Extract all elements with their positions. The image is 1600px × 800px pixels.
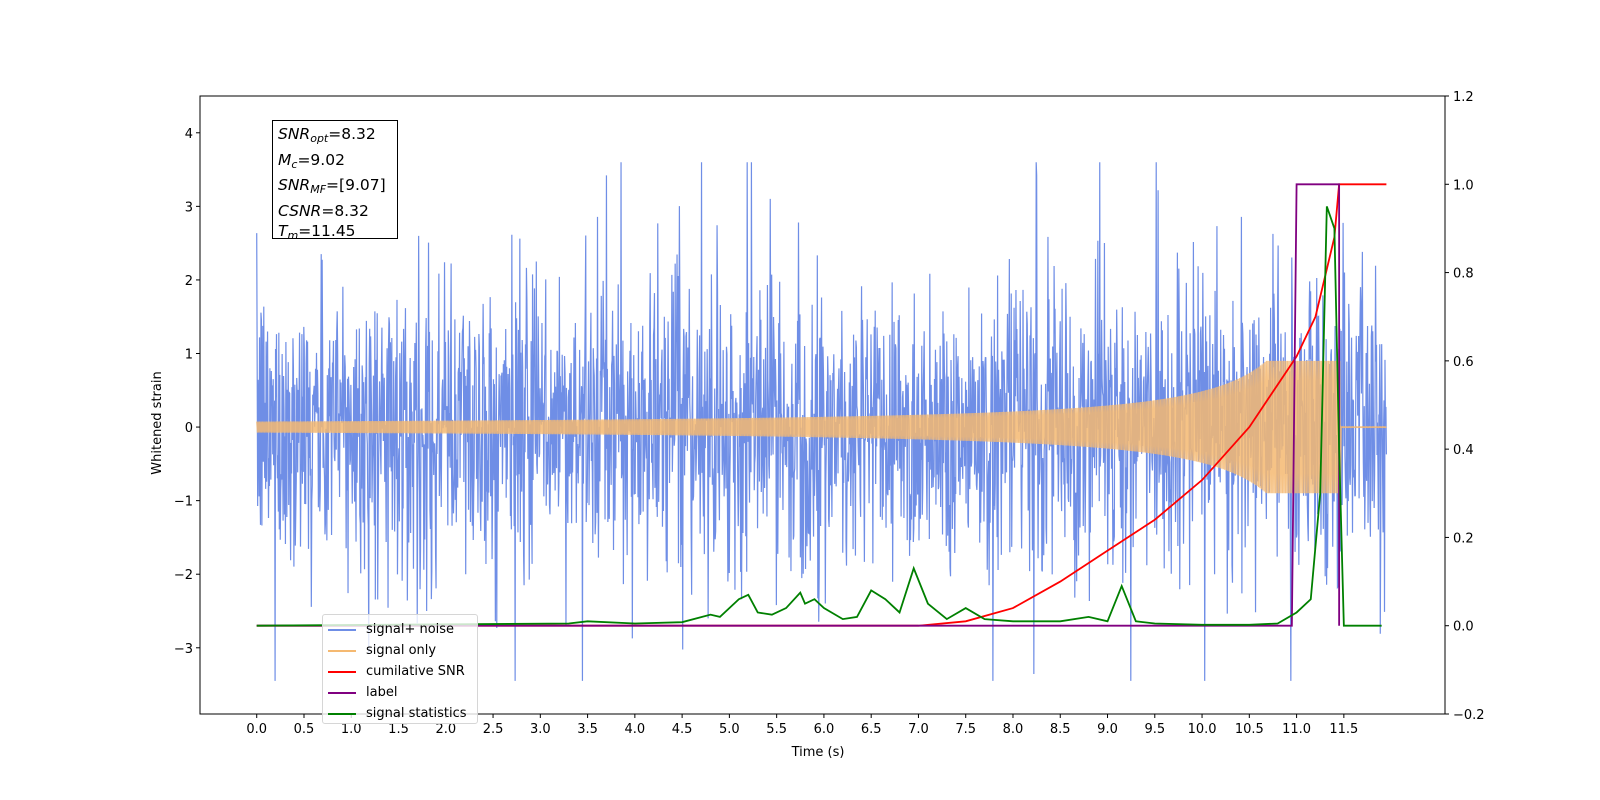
legend: signal+ noise signal only cumilative SNR… — [322, 614, 478, 724]
y-axis-right: −0.2 0.0 0.2 0.4 0.6 0.8 1.0 1.2 — [1445, 90, 1485, 723]
x-tick-label: 0.5 — [294, 722, 315, 737]
x-tick-label: 0.0 — [246, 722, 267, 737]
x-tick-label: 3.5 — [577, 722, 598, 737]
y-right-tick-label: −0.2 — [1453, 708, 1485, 723]
mc-line: Mc=9.02 — [278, 150, 345, 171]
y-left-tick-label: 4 — [185, 127, 193, 142]
legend-swatch — [328, 712, 356, 715]
x-tick-label: 9.0 — [1097, 722, 1118, 737]
x-tick-label: 10.0 — [1188, 722, 1217, 737]
x-tick-label: 5.0 — [719, 722, 740, 737]
snr-mf-line: SNRMF=[9.07] — [278, 176, 386, 196]
x-tick-label: 2.0 — [435, 722, 456, 737]
y-left-tick-label: −3 — [174, 642, 193, 657]
legend-swatch — [328, 691, 356, 694]
csnr-line: CSNR=8.32 — [278, 201, 369, 220]
cumulative-snr-line — [256, 183, 1387, 627]
x-tick-label: 2.5 — [483, 722, 504, 737]
legend-item-cumulative-snr: cumilative SNR — [328, 661, 477, 682]
y-right-tick-label: 0.4 — [1453, 443, 1474, 458]
y-left-tick-label: 1 — [185, 348, 193, 363]
x-axis: 0.0 0.5 1.0 1.5 2.0 2.5 3.0 3.5 4.0 4.5 5.0 5.5 6.0 6… — [246, 714, 1358, 737]
legend-label: label — [366, 685, 398, 700]
legend-label: signal+ noise — [366, 622, 455, 637]
x-tick-label: 11.0 — [1282, 722, 1311, 737]
x-tick-label: 6.5 — [861, 722, 882, 737]
x-tick-label: 5.5 — [766, 722, 787, 737]
x-tick-label: 3.0 — [530, 722, 551, 737]
y-right-tick-label: 0.2 — [1453, 531, 1474, 546]
legend-item-signal-noise: signal+ noise — [328, 619, 477, 640]
signal-noise-line — [256, 162, 1387, 681]
y-right-tick-label: 0.0 — [1453, 620, 1474, 635]
legend-item-label: label label only — [328, 682, 477, 703]
y-axis-left: −3 −2 −1 0 1 2 3 4 — [174, 127, 200, 657]
x-tick-label: 7.0 — [908, 722, 929, 737]
y-left-tick-label: −1 — [174, 495, 193, 510]
snr-opt-line: SNRopt=8.32 — [278, 125, 376, 145]
y-left-tick-label: 2 — [185, 274, 193, 289]
signal-only-line — [256, 360, 1387, 494]
x-tick-label: 1.5 — [388, 722, 409, 737]
legend-swatch — [328, 628, 356, 631]
y-left-tick-label: −2 — [174, 568, 193, 583]
legend-swatch — [328, 649, 356, 652]
x-tick-label: 8.5 — [1050, 722, 1071, 737]
axes-border — [199, 95, 1446, 715]
label-line — [256, 183, 1341, 627]
x-tick-label: 8.0 — [1003, 722, 1024, 737]
x-tick-label: 7.5 — [955, 722, 976, 737]
x-tick-label: 9.5 — [1144, 722, 1165, 737]
legend-item-signal-only: signal only — [328, 640, 477, 661]
plot-area — [256, 162, 1387, 681]
y-right-tick-label: 0.6 — [1453, 355, 1474, 370]
y-right-tick-label: 0.8 — [1453, 267, 1474, 282]
y-right-tick-label: 1.0 — [1453, 178, 1474, 193]
y-left-tick-label: 0 — [185, 421, 193, 436]
x-tick-label: 1.0 — [341, 722, 362, 737]
axes-frame — [199, 95, 1446, 715]
x-axis-label: Time (s) — [791, 745, 845, 760]
x-tick-label: 4.5 — [672, 722, 693, 737]
y-left-tick-label: 3 — [185, 200, 193, 215]
x-tick-label: 6.0 — [814, 722, 835, 737]
legend-label: signal statistics — [366, 706, 467, 721]
legend-label: cumilative SNR — [366, 664, 465, 679]
legend-label: signal only — [366, 643, 437, 658]
legend-swatch — [328, 670, 356, 673]
x-tick-label: 4.0 — [625, 722, 646, 737]
snr-annotation-box: SNRopt=8.32 Mc=9.02 SNRMF=[9.07] CSNR=8.… — [272, 120, 398, 242]
x-tick-label: 10.5 — [1235, 722, 1264, 737]
y-right-tick-label: 1.2 — [1453, 90, 1474, 105]
signal-statistics-line — [256, 206, 1382, 627]
y-axis-label: Whitened strain — [150, 371, 165, 474]
x-tick-label: 11.5 — [1329, 722, 1358, 737]
legend-item-signal-statistics: signal statistics — [328, 703, 477, 724]
tm-line: Tm=11.45 — [278, 222, 356, 242]
